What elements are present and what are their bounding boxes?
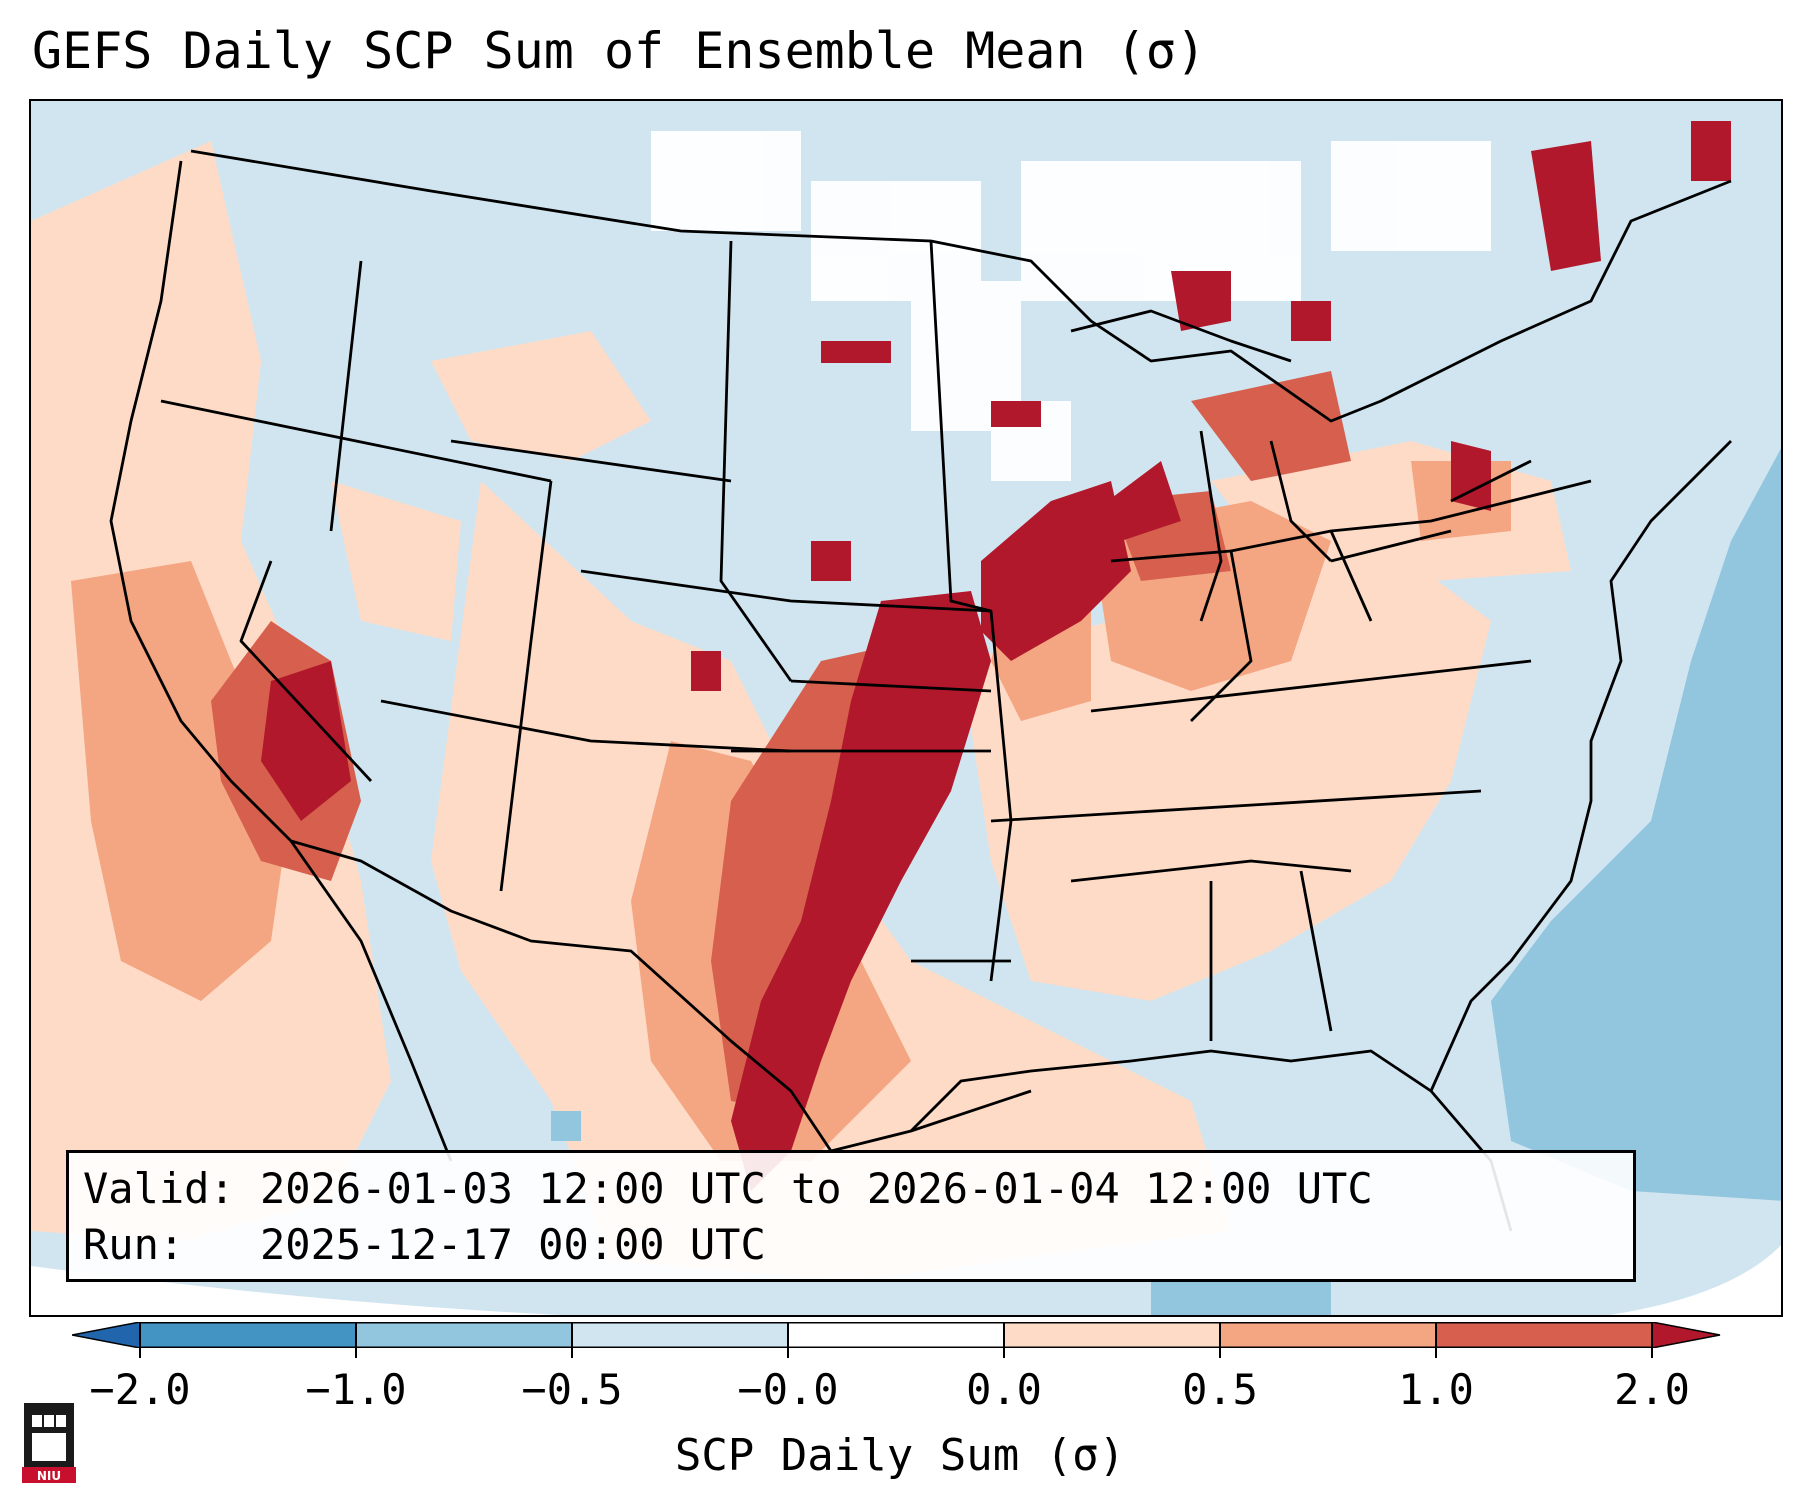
negative-areas [551, 448, 1781, 1315]
logo-window-4 [32, 1433, 66, 1461]
boundaries [109, 149, 1732, 1232]
colorbar-bin [1436, 1322, 1652, 1348]
run-value: 2025-12-17 00:00 UTC [260, 1220, 766, 1269]
logo-window-2 [44, 1415, 54, 1427]
colorbar-bin [140, 1322, 356, 1348]
colorbar-tick-mark [139, 1322, 141, 1358]
colorbar-tick-label: 0.5 [1182, 1365, 1258, 1414]
colorbar-tick-label: −1.0 [305, 1365, 407, 1414]
colorbar-tick-mark [787, 1322, 789, 1358]
colorbar-tick-label: 2.0 [1614, 1365, 1690, 1414]
colorbar-tick-mark [355, 1322, 357, 1358]
colorbar-extend-low [72, 1322, 141, 1348]
colorbar-bin [1220, 1322, 1436, 1348]
colorbar-tick-mark [1003, 1322, 1005, 1358]
logo-text: NIU [37, 1469, 61, 1483]
valid-label: Valid: [83, 1164, 235, 1213]
colorbar-extend-high [1651, 1322, 1721, 1348]
colorbar-bin [572, 1322, 788, 1348]
colorbar-tick-label: 0.0 [966, 1365, 1042, 1414]
niu-logo: NIU [22, 1403, 76, 1483]
valid-value: 2026-01-03 12:00 UTC to 2026-01-04 12:00… [260, 1164, 1373, 1213]
colorbar-tick-mark [1435, 1322, 1437, 1358]
map-svg [31, 101, 1781, 1315]
chart-title: GEFS Daily SCP Sum of Ensemble Mean (σ) [32, 22, 1206, 80]
logo-window-3 [56, 1415, 66, 1427]
colorbar-bin [356, 1322, 572, 1348]
colorbar-tick-label: 1.0 [1398, 1365, 1474, 1414]
colorbar-bin [1004, 1322, 1220, 1348]
projection-edge [31, 1266, 561, 1315]
logo-window-1 [32, 1415, 42, 1427]
colorbar-bin [788, 1322, 1004, 1348]
colorbar-label: SCP Daily Sum (σ) [674, 1430, 1126, 1481]
colorbar-tick-label: −2.0 [89, 1365, 191, 1414]
logo-banner [22, 1467, 76, 1483]
colorbar-segments [72, 1322, 1721, 1348]
validity-info-box: Valid: 2026-01-03 12:00 UTC to 2026-01-0… [66, 1150, 1636, 1282]
positive-extreme-areas [261, 121, 1731, 1191]
colorbar-tick-mark [1219, 1322, 1221, 1358]
colorbar-tick-mark [1651, 1322, 1653, 1358]
colorbar-tick-label: −0.0 [737, 1365, 839, 1414]
colorbar-tick-label: −0.5 [521, 1365, 623, 1414]
colorbar-tick-mark [571, 1322, 573, 1358]
map-panel [29, 99, 1783, 1317]
colorbar [72, 1322, 1721, 1348]
run-label: Run: [83, 1220, 185, 1269]
projection-edge-right [1609, 1245, 1781, 1315]
